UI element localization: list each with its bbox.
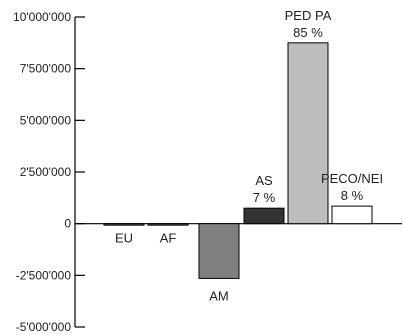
bar-eu: [103, 223, 145, 226]
y-tick-label: 2'500'000: [20, 165, 72, 179]
y-tick-label: -2'500'000: [16, 268, 72, 282]
y-tick-label: 10'000'000: [13, 10, 71, 24]
y-tick-label: 7'500'000: [20, 62, 72, 76]
y-tick-label: 5'000'000: [20, 113, 72, 127]
percent-label: 85 %: [293, 25, 323, 40]
category-label: EU: [115, 231, 133, 246]
y-tick-label: 0: [64, 217, 71, 231]
y-axis: 10'000'000 7'500'000 5'000'000 2'500'000 0 -2…: [13, 10, 402, 334]
percent-label: 8 %: [341, 188, 364, 203]
category-label: AF: [160, 231, 177, 246]
bar-as: [243, 207, 285, 225]
bar-labels: EU AF AM AS 7 % PED PA 85 % PECO/NEI 8 %: [115, 8, 383, 304]
category-label: AM: [209, 288, 229, 303]
y-tick-label: -5'000'000: [16, 320, 72, 334]
percent-label: 7 %: [253, 190, 276, 205]
bar-am: [198, 223, 240, 279]
bar-ped-pa: [287, 42, 329, 225]
category-label: PECO/NEI: [321, 171, 383, 186]
bars: [103, 42, 373, 279]
category-label: AS: [255, 173, 273, 188]
category-label: PED PA: [285, 8, 332, 23]
bar-af: [147, 223, 189, 226]
bar-peco-nei: [331, 205, 373, 225]
